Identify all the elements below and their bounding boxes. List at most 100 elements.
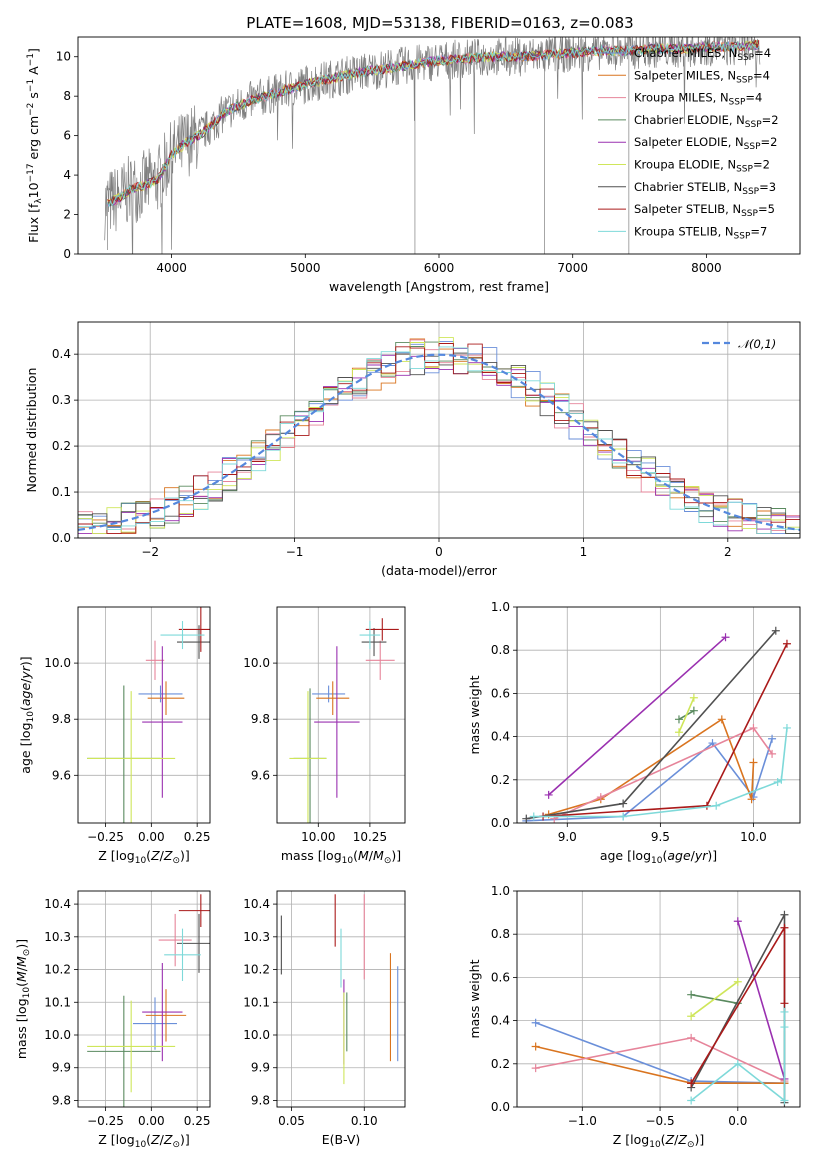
mass-weight-marker xyxy=(531,1064,540,1073)
mass-weight-marker xyxy=(687,1079,696,1088)
mass-weight-marker xyxy=(531,1042,540,1051)
mass-weight-marker xyxy=(780,910,789,919)
y-tick-label: 0.6 xyxy=(491,970,510,984)
y-tick-label: 0.0 xyxy=(491,1100,510,1114)
panel-mass_vs_ebv: 0.05 0.10 9.8 9.9 10.0 10.1 10.2 10.3 10.4 E(B-V) xyxy=(243,890,406,1147)
mass-weight-line xyxy=(678,697,695,733)
y-tick-label: 10.2 xyxy=(243,963,270,977)
plot-area-massweight_vs_Z xyxy=(531,910,789,1107)
legend-entry: Chabrier STELIB, NSSP=3 xyxy=(634,180,776,197)
mass-weight-marker xyxy=(689,706,698,715)
axes-frame xyxy=(276,890,406,1108)
model-spectrum-line xyxy=(107,40,760,207)
mass-weight-line xyxy=(553,727,773,820)
mass-weight-marker xyxy=(777,775,786,784)
mass-weight-marker xyxy=(782,639,791,648)
mass-weight-marker xyxy=(721,633,730,642)
mass-weight-line xyxy=(526,630,777,820)
mass-weight-marker xyxy=(717,715,726,724)
legend-entry: Kroupa ELODIE, NSSP=2 xyxy=(634,158,770,175)
panel-massweight_vs_age: 9.0 9.5 10.0 0.0 0.2 0.4 0.6 0.8 1.0 age [log10(a… xyxy=(467,600,801,866)
mass-weight-marker xyxy=(529,812,538,821)
x-tick-label: 10.0 xyxy=(740,830,767,844)
y-tick-label: 9.8 xyxy=(52,1093,71,1107)
mass-weight-marker xyxy=(531,1018,540,1027)
mass-weight-marker xyxy=(749,758,758,767)
x-tick-label: 10.00 xyxy=(301,830,335,844)
x-tick-label: 0.05 xyxy=(278,1114,305,1128)
x-tick-label: 0.0 xyxy=(728,1114,747,1128)
mass-weight-marker xyxy=(689,693,698,702)
mass-weight-marker xyxy=(780,1007,789,1016)
y-tick-label: 10.0 xyxy=(243,656,270,670)
mass-weight-marker xyxy=(780,1096,789,1105)
mass-weight-marker xyxy=(733,977,742,986)
x-tick-label: 6000 xyxy=(424,261,455,275)
x-tick-label: −0.25 xyxy=(87,1114,124,1128)
mass-weight-marker xyxy=(747,795,756,804)
plot-area-mass_vs_ebv xyxy=(280,894,399,1085)
y-tick-label: 0.3 xyxy=(52,393,71,407)
legend-entry: Salpeter MILES, NSSP=4 xyxy=(634,68,770,85)
y-tick-label: 0.2 xyxy=(52,439,71,453)
mass-weight-marker xyxy=(544,790,553,799)
x-tick-label: 9.0 xyxy=(558,830,577,844)
mass-weight-marker xyxy=(687,1012,696,1021)
mass-weight-marker xyxy=(687,1033,696,1042)
massweight_vs_Z-x-label: Z [log10(Z/Z⊙)] xyxy=(613,1132,705,1150)
axes-frame xyxy=(516,606,801,824)
plot-area-spectrum xyxy=(104,37,761,254)
x-tick-label: 0 xyxy=(435,545,443,559)
residuals-x-label: (data-model)/error xyxy=(381,563,498,578)
legend-entry: 𝒩(0,1) xyxy=(738,337,776,351)
plot-area-age_vs_mass xyxy=(289,618,399,823)
mass_vs_Z-y-label: mass [log10(M/M⊙)] xyxy=(14,939,32,1059)
spectrum-y-label: Flux [fλ10−17 erg cm−2 s−1 A−1] xyxy=(26,48,44,243)
legend-entry: Chabrier ELODIE, NSSP=2 xyxy=(634,113,779,130)
mass-weight-marker xyxy=(749,723,758,732)
mass-weight-marker xyxy=(771,626,780,635)
axes-frame xyxy=(516,890,801,1108)
y-tick-label: 10.4 xyxy=(44,897,71,911)
x-tick-label: 0.25 xyxy=(184,1114,211,1128)
y-tick-label: 0.4 xyxy=(491,1014,510,1028)
y-tick-label: 0.2 xyxy=(491,1057,510,1071)
y-tick-label: 9.6 xyxy=(52,768,71,782)
age_vs_Z-x-label: Z [log10(Z/Z⊙)] xyxy=(98,848,190,866)
x-tick-label: −0.25 xyxy=(87,830,124,844)
x-tick-label: −2 xyxy=(141,545,159,559)
mass-weight-marker xyxy=(619,812,628,821)
y-tick-label: 9.9 xyxy=(52,1061,71,1075)
y-tick-label: 10.1 xyxy=(243,995,270,1009)
axes-frame xyxy=(276,606,406,824)
y-tick-label: 0.8 xyxy=(491,643,510,657)
y-tick-label: 10.1 xyxy=(44,995,71,1009)
x-tick-label: −1 xyxy=(286,545,304,559)
y-tick-label: 1.0 xyxy=(491,600,510,614)
mass-weight-marker xyxy=(674,728,683,737)
x-tick-label: 1 xyxy=(580,545,588,559)
x-tick-label: 0.10 xyxy=(351,1114,378,1128)
mass-weight-line xyxy=(737,920,786,1080)
y-tick-label: 10.3 xyxy=(44,930,71,944)
y-tick-label: 10.2 xyxy=(44,963,71,977)
y-tick-label: 9.8 xyxy=(251,1093,270,1107)
y-tick-label: 10.3 xyxy=(243,930,270,944)
y-tick-label: 0.4 xyxy=(52,347,71,361)
panel-massweight_vs_Z: −1.0 −0.5 0.0 0.0 0.2 0.4 0.6 0.8 1.0 Z [log10(Z/… xyxy=(467,884,801,1150)
x-tick-label: 9.5 xyxy=(651,830,670,844)
y-tick-label: 10.4 xyxy=(243,897,270,911)
mass-weight-marker xyxy=(768,749,777,758)
y-tick-label: 9.6 xyxy=(251,768,270,782)
legend-entry: Chabrier MILES, NSSP=4 xyxy=(634,46,771,63)
y-tick-label: 0.2 xyxy=(491,773,510,787)
age_vs_Z-y-label: age [log10(age/yr)] xyxy=(18,656,36,773)
panel-mass_vs_Z: −0.25 0.00 0.25 9.8 9.9 10.0 10.1 10.2 10.3 10.4 Z… xyxy=(14,890,211,1150)
x-tick-label: 8000 xyxy=(691,261,722,275)
y-tick-label: 10 xyxy=(56,50,71,64)
mass-weight-marker xyxy=(687,1096,696,1105)
mass-weight-marker xyxy=(773,777,782,786)
panel-spectrum: 4000 5000 6000 7000 8000 0 2 4 6 8 10 wavelength [A… xyxy=(26,36,801,294)
mass-weight-line xyxy=(548,636,727,796)
massweight_vs_age-x-label: age [log10(age/yr)] xyxy=(600,848,717,866)
